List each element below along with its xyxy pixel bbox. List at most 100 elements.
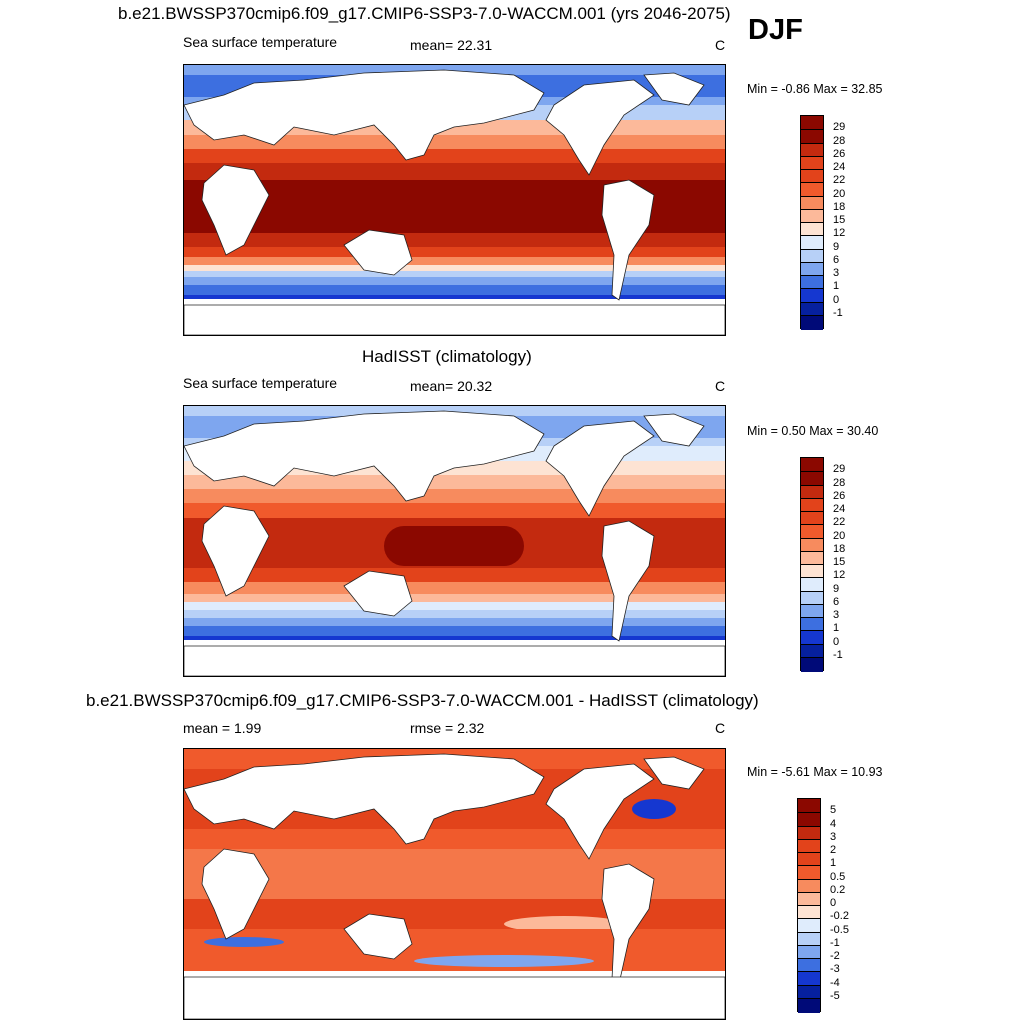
panel3-diff-map [184,749,725,1019]
panel2-title: HadISST (climatology) [362,347,532,366]
panel1-map [183,64,726,336]
colorbar-segment [801,617,823,632]
panel2-sst-map [184,406,725,676]
colorbar-segment [798,865,820,880]
colorbar-tick-label: 22 [833,174,846,187]
colorbar-segment [801,275,823,290]
colorbar-segment [801,182,823,197]
colorbar-tick-label: 18 [833,542,846,555]
colorbar-segment [801,471,823,486]
season-label: DJF [748,14,803,46]
colorbar-tick-label: 0 [833,293,840,306]
colorbar-segment [801,630,823,645]
colorbar-segment [798,812,820,827]
colorbar-tick-label: 1 [833,622,840,635]
colorbar-tick-label: -5 [830,989,840,1002]
colorbar-segment [798,905,820,920]
panel1-units: C [715,37,726,53]
colorbar-tick-label: 15 [833,556,846,568]
colorbar-tick-label: 18 [833,200,846,213]
panel3-map [183,748,726,1020]
colorbar-tick-label: 26 [833,147,846,160]
colorbar-tick-label: 20 [833,187,846,200]
colorbar-segment [798,852,820,867]
colorbar-segment [801,288,823,303]
colorbar-segment [801,511,823,526]
colorbar-segment [801,248,823,264]
colorbar-tick-label: -1 [833,306,843,319]
colorbar-tick-label: 12 [833,227,846,240]
colorbar-segment [798,958,820,973]
colorbar-tick-label: 1 [830,857,837,870]
colorbar-tick-label: -0.2 [830,910,849,923]
colorbar-tick-label: 28 [833,134,846,147]
colorbar-segment [801,550,823,566]
colorbar-segment [801,564,823,579]
panel3-units: C [715,720,726,736]
colorbar-tick-label: 9 [833,240,840,253]
colorbar-tick-label: 22 [833,516,846,529]
colorbar-tick-label: 0.2 [830,883,846,896]
colorbar-segment [798,984,820,1000]
colorbar-segment [801,590,823,606]
colorbar-segment [798,944,820,960]
panel2-minmax: Min = 0.50 Max = 30.40 [747,424,879,438]
panel3-minmax: Min = -5.61 Max = 10.93 [747,765,883,779]
colorbar-segment [801,208,823,224]
panel3-rmse: rmse = 2.32 [410,720,485,736]
colorbar-segment [801,524,823,539]
colorbar-segment [801,155,823,171]
colorbar-tick-label: 6 [833,595,840,608]
colorbar-segment [801,195,823,211]
colorbar-segment [798,997,820,1013]
colorbar-tick-label: 9 [833,582,840,595]
colorbar-segment [801,497,823,513]
colorbar-segment [801,656,823,672]
colorbar-tick-label: -1 [833,648,843,661]
colorbar-segment [801,643,823,659]
colorbar-segment [798,971,820,986]
colorbar-segment [801,458,823,472]
panel2-units: C [715,378,726,394]
colorbar-tick-label: 4 [830,817,837,830]
colorbar-tick-label: 28 [833,476,846,489]
colorbar-tick-label: 15 [833,214,846,226]
colorbar-tick-label: 29 [833,121,846,134]
colorbar-tick-label: -0.5 [830,923,849,936]
colorbar-segment [801,314,823,330]
colorbar-tick-label: 24 [833,161,846,173]
colorbar-segment [801,603,823,619]
colorbar-segment [798,891,820,907]
colorbar-tick-label: 2 [830,844,837,856]
colorbar-segment [801,129,823,144]
colorbar-tick-label: 26 [833,489,846,502]
colorbar-tick-label: 6 [833,253,840,266]
colorbar-tick-label: 0.5 [830,870,846,883]
colorbar-segment [801,301,823,317]
colorbar-tick-label: 1 [833,280,840,293]
panel1-mean: mean= 22.31 [410,37,493,53]
colorbar-segment [798,825,820,841]
colorbar-tick-label: 3 [833,267,840,279]
panel1-title: b.e21.BWSSP370cmip6.f09_g17.CMIP6-SSP3-7… [118,4,731,23]
colorbar-segment [798,918,820,933]
panel2-mean: mean= 20.32 [410,378,493,394]
colorbar-tick-label: -4 [830,976,840,989]
colorbar-segment [801,484,823,500]
colorbar-tick-label: 0 [830,897,837,909]
colorbar-segment [801,261,823,277]
panel1-left-label: Sea surface temperature [183,34,338,50]
colorbar-tick-label: 3 [833,609,840,621]
panel3-colorbar [797,798,821,1013]
colorbar-segment [801,142,823,158]
colorbar-tick-label: -3 [830,963,840,976]
colorbar-segment [801,537,823,553]
colorbar-tick-label: 24 [833,503,846,515]
panel3-title: b.e21.BWSSP370cmip6.f09_g17.CMIP6-SSP3-7… [86,691,759,710]
panel1-sst-map [184,65,725,335]
colorbar-segment [801,577,823,592]
colorbar-tick-label: 5 [830,804,837,817]
panel2-colorbar [800,457,824,672]
colorbar-segment [798,838,820,854]
panel3-mean: mean = 1.99 [183,720,262,736]
